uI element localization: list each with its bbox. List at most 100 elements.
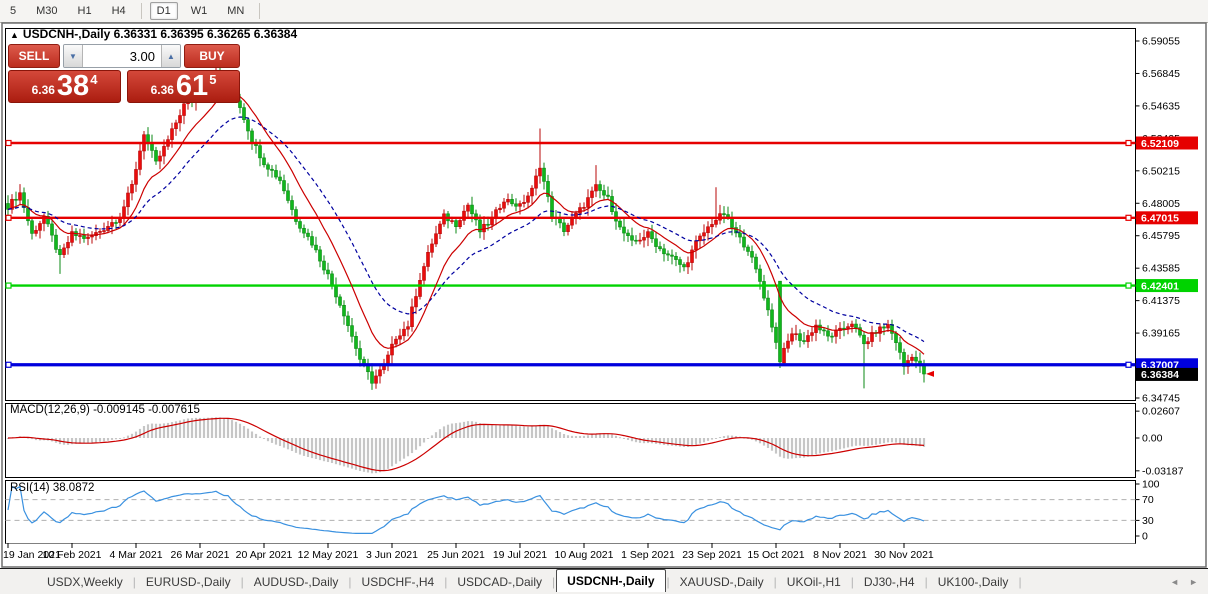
timeframe-button-m30[interactable]: M30 [36,5,58,17]
svg-text:0: 0 [1142,531,1148,543]
svg-text:70: 70 [1142,494,1154,506]
chart-tab-bar: USDX,Weekly | EURUSD-,Daily | AUDUSD-,Daily |… [0,568,1208,594]
sell-price-button[interactable]: 6.36 38 4 [8,70,121,103]
price-chart[interactable]: 6.590556.568456.546356.524256.502156.480… [0,22,1208,568]
svg-text:20 Apr 2021: 20 Apr 2021 [236,549,293,561]
svg-text:6.52109: 6.52109 [1141,138,1179,150]
tab-separator: | [924,574,928,589]
svg-text:3 Jun 2021: 3 Jun 2021 [366,549,418,561]
svg-text:0.00: 0.00 [1142,433,1163,445]
svg-text:6.59055: 6.59055 [1142,36,1180,48]
svg-text:12 May 2021: 12 May 2021 [298,549,359,561]
chart-tab-audusd-[interactable]: AUDUSD-,Daily [253,574,339,589]
timeframe-button-mn[interactable]: MN [227,5,245,17]
svg-text:10 Feb 2021: 10 Feb 2021 [43,549,102,561]
timeframe-button-5[interactable]: 5 [10,5,17,17]
chart-tab-usdcnh-[interactable]: USDCNH-,Daily [556,569,666,592]
timeframe-button-d1[interactable]: D1 [149,2,178,20]
moving-averages [7,92,925,355]
tab-scroll-arrows: ◄ ► [1170,577,1198,587]
timeframe-button-w1[interactable]: W1 [190,5,208,17]
svg-text:6.43585: 6.43585 [1142,263,1180,275]
sell-price-prefix: 6.36 [31,83,55,97]
svg-text:6.36384: 6.36384 [1141,369,1179,381]
sell-price-point: 4 [90,72,98,87]
timeframe-button-h4[interactable]: H4 [111,5,126,17]
chart-tab-usdcad-[interactable]: USDCAD-,Daily [457,574,543,589]
chart-tab-eurusd-[interactable]: EURUSD-,Daily [145,574,231,589]
buy-price-point: 5 [209,72,217,87]
volume-decrease-icon[interactable]: ▼ [64,45,83,67]
svg-text:8 Nov 2021: 8 Nov 2021 [813,549,867,561]
timeframe-button-h1[interactable]: H1 [77,5,92,17]
current-price-marker-icon [926,370,934,377]
chart-tab-ukoil-[interactable]: UKOil-,H1 [786,574,841,589]
sell-button[interactable]: SELL [8,44,60,68]
chart-tab-usdx[interactable]: USDX,Weekly [47,574,123,589]
buy-button[interactable]: BUY [184,44,240,68]
volume-input[interactable]: 3.00 [83,45,161,67]
buy-price-prefix: 6.36 [150,83,174,97]
symbol-title: USDCNH-,Daily [22,27,111,41]
toolbar-separator [140,3,142,19]
svg-text:19 Jul 2021: 19 Jul 2021 [493,549,547,561]
svg-text:100: 100 [1142,479,1160,491]
svg-text:4 Mar 2021: 4 Mar 2021 [109,549,162,561]
tab-scroll-left-icon[interactable]: ◄ [1170,576,1180,587]
svg-text:30: 30 [1142,515,1154,527]
svg-text:6.34745: 6.34745 [1142,392,1180,404]
svg-text:6.47015: 6.47015 [1141,213,1179,225]
svg-text:-0.03187: -0.03187 [1142,465,1184,477]
chart-symbol-header: ▲ USDCNH-,Daily 6.36331 6.36395 6.36265 6… [10,27,297,41]
timeframe-toolbar: 5 M30 H1 H4 D1 W1 MN [0,0,1208,23]
tab-separator: | [773,574,777,589]
volume-stepper: ▼ 3.00 ▲ [63,44,181,68]
tab-separator: | [444,574,448,589]
collapse-panel-icon[interactable]: ▲ [10,30,19,40]
svg-text:15 Oct 2021: 15 Oct 2021 [747,549,804,561]
chart-tab-uk100-[interactable]: UK100-,Daily [937,574,1009,589]
svg-text:19 Jan 2021: 19 Jan 2021 [3,549,61,561]
rsi-indicator-label: RSI(14) 38.0872 [10,482,95,494]
svg-text:6.39165: 6.39165 [1142,328,1180,340]
svg-text:30 Nov 2021: 30 Nov 2021 [874,549,934,561]
svg-text:6.45795: 6.45795 [1142,230,1180,242]
buy-price-button[interactable]: 6.36 61 5 [127,70,240,103]
tab-separator: | [348,574,352,589]
tab-separator: | [1018,574,1022,589]
chart-tab-xauusd-[interactable]: XAUUSD-,Daily [679,574,764,589]
tab-separator: | [552,574,556,589]
svg-text:6.50215: 6.50215 [1142,165,1180,177]
svg-text:0.02607: 0.02607 [1142,406,1180,418]
svg-text:26 Mar 2021: 26 Mar 2021 [171,549,230,561]
toolbar-separator [259,3,261,19]
one-click-trade-widget: SELL ▼ 3.00 ▲ BUY 6.36 38 4 6.36 61 5 [8,44,240,103]
horizontal-level-lines[interactable] [5,139,1136,368]
svg-text:6.48005: 6.48005 [1142,198,1180,210]
chart-tab-dj30-[interactable]: DJ30-,H4 [863,574,915,589]
macd-panel [6,417,926,474]
svg-text:6.56845: 6.56845 [1142,68,1180,80]
svg-text:10 Aug 2021: 10 Aug 2021 [555,549,614,561]
svg-text:1 Sep 2021: 1 Sep 2021 [621,549,675,561]
macd-indicator-label: MACD(12,26,9) -0.009145 -0.007615 [10,404,200,416]
tab-separator: | [240,574,244,589]
svg-text:23 Sep 2021: 23 Sep 2021 [682,549,742,561]
tab-separator: | [666,574,670,589]
svg-text:25 Jun 2021: 25 Jun 2021 [427,549,485,561]
svg-text:6.41375: 6.41375 [1142,295,1180,307]
tab-separator: | [850,574,854,589]
svg-text:6.54635: 6.54635 [1142,100,1180,112]
volume-increase-icon[interactable]: ▲ [161,45,180,67]
sell-price-pips: 38 [56,70,90,102]
rsi-panel [5,485,1136,534]
buy-price-pips: 61 [175,70,209,102]
ohlc-values: 6.36331 6.36395 6.36265 6.36384 [113,27,298,41]
tab-separator: | [132,574,136,589]
svg-text:6.42401: 6.42401 [1141,280,1179,292]
chart-tab-usdchf-[interactable]: USDCHF-,H4 [361,574,435,589]
tab-scroll-right-icon[interactable]: ► [1189,576,1198,587]
